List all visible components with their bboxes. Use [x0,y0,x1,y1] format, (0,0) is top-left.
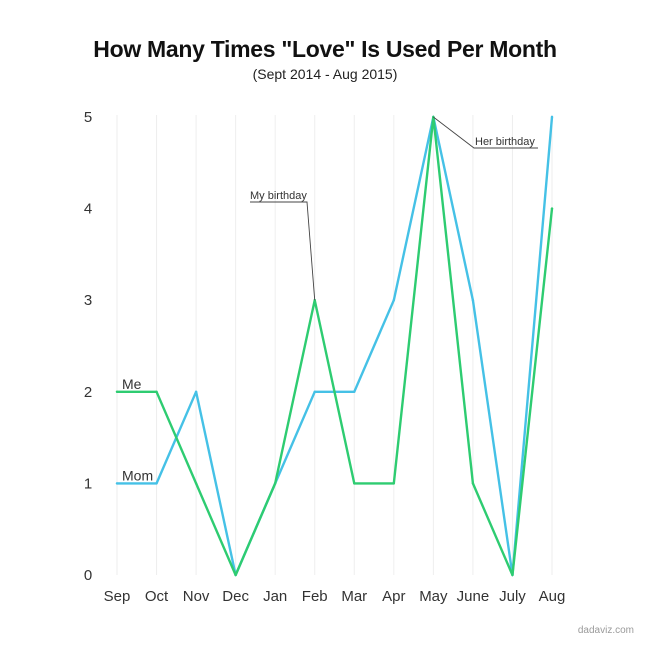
x-tick-label: Apr [382,588,405,605]
annotations: My birthday Her birthday [250,116,538,301]
data-point-me-oct [155,390,158,393]
y-tick-label: 2 [84,384,92,401]
data-point-me-sep [115,390,119,393]
data-point-mom-oct [155,482,158,485]
y-tick-label: 1 [84,475,92,492]
source-credit: dadaviz.com [577,625,634,636]
grid-lines [116,115,553,575]
x-tick-label: Oct [145,588,169,605]
series-line-mom [115,115,554,577]
x-tick-label: Mar [341,588,367,605]
data-point-mom-sep [115,482,119,485]
chart-title: How Many Times "Love" Is Used Per Month [93,36,557,62]
annotation-label: My birthday [250,190,307,202]
data-point-me-july [511,573,514,577]
annotation-leader-line [433,116,538,149]
annotation-label: Her birthday [475,136,535,148]
data-point-me-nov [194,482,198,485]
x-axis: Sep Oct Nov Dec Jan Feb Mar Apr May June July Aug [104,588,566,605]
y-tick-label: 5 [84,109,92,126]
data-point-me-dec [234,573,237,577]
x-tick-label: Dec [222,588,249,605]
data-point-mom-june [471,299,475,302]
annotation-leader-line [250,201,316,301]
x-tick-label: Jan [263,588,287,605]
data-point-me-apr [392,482,396,485]
y-tick-label: 4 [84,201,92,218]
data-point-mom-mar [353,390,356,393]
y-tick-label: 0 [84,567,92,584]
x-tick-label: Feb [302,588,328,605]
series-line-me [115,115,554,577]
x-tick-label: Aug [539,588,566,605]
series-label-mom: Mom [122,467,153,483]
data-point-me-june [471,482,475,485]
chart-subtitle: (Sept 2014 - Aug 2015) [252,66,398,82]
series-label-me: Me [122,376,142,392]
data-point-me-jan [273,482,277,485]
x-tick-label: June [457,588,490,605]
x-tick-label: Sep [104,588,131,605]
data-point-mom-nov [194,390,198,393]
data-point-mom-feb [313,390,316,393]
data-point-me-mar [353,482,356,485]
x-tick-label: May [419,588,448,605]
x-tick-label: July [499,588,526,605]
data-point-me-aug [550,207,554,210]
x-tick-label: Nov [183,588,210,605]
series-labels: Me Mom [122,376,153,484]
data-point-mom-apr [392,299,396,302]
y-axis: 0 1 2 3 4 5 [84,109,92,584]
y-tick-label: 3 [84,292,92,309]
series-lines [115,115,554,577]
data-point-mom-aug [550,115,554,119]
